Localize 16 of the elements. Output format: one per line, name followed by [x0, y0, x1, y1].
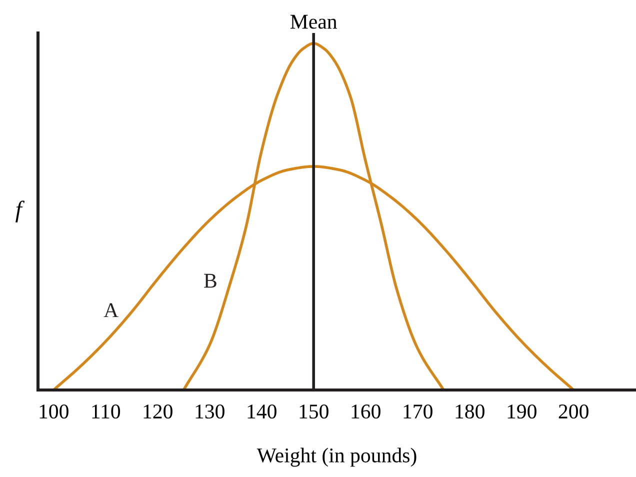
x-tick-label: 120 [144, 404, 172, 419]
x-tick-label: 110 [92, 404, 120, 419]
x-tick-label: 180 [456, 404, 484, 419]
x-tick-label: 200 [558, 404, 588, 419]
series-label: B [204, 274, 216, 288]
x-tick-label: 150 [300, 404, 328, 419]
x-tick-label: 100 [40, 404, 68, 419]
x-tick-label: 140 [248, 404, 276, 419]
series-label: A [104, 303, 118, 318]
ref-line-label: Mean [290, 14, 337, 29]
x-tick-label: 130 [196, 404, 224, 419]
x-tick-label: 170 [404, 404, 432, 419]
x-tick-label: 160 [352, 404, 380, 419]
y-axis-title: f [16, 200, 25, 222]
x-tick-label: 190 [508, 404, 536, 419]
x-axis-title: Weight (in pounds) [256, 448, 416, 467]
